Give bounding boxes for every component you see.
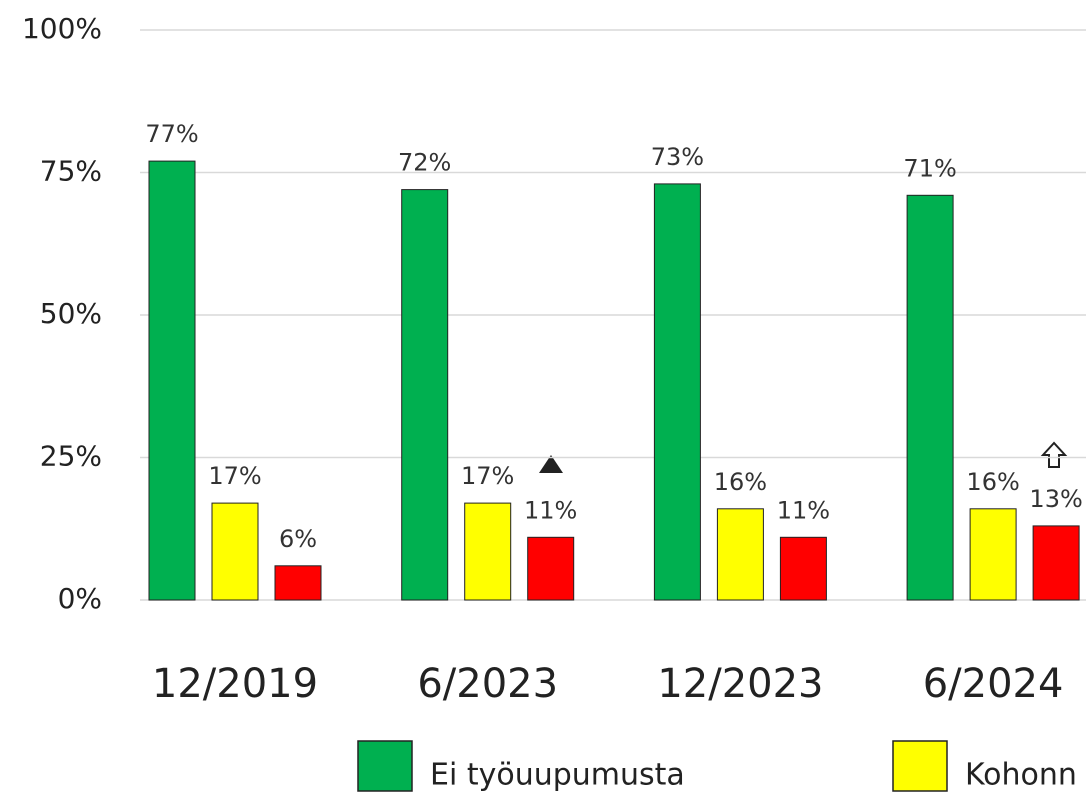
value-label: 72% [398,149,451,177]
y-tick-label: 0% [58,582,102,615]
value-label: 6% [279,525,317,553]
bar [464,502,512,601]
y-tick-label: 75% [40,155,102,188]
bar [653,183,701,601]
y-tick-label: 25% [40,440,102,473]
bar [716,508,764,601]
legend-label: Ei työuupumusta [430,758,685,793]
value-label: 11% [524,496,577,524]
legend-swatch [892,740,948,792]
bar [1032,525,1080,601]
bar [906,194,954,601]
legend-swatch [357,740,413,792]
bar [779,536,827,601]
bar [274,565,322,601]
increase-marker [539,455,563,473]
value-label: 11% [777,496,830,524]
bar [401,189,449,601]
x-tick-label: 6/2024 [923,661,1064,707]
value-label: 16% [966,468,1019,496]
value-label: 17% [461,462,514,490]
value-label: 17% [208,462,261,490]
bar [211,502,259,601]
value-label: 73% [651,143,704,171]
y-tick-label: 50% [40,297,102,330]
bar [148,160,196,601]
value-label: 77% [145,120,198,148]
value-label: 16% [714,468,767,496]
legend-label: Kohonn [965,758,1077,793]
x-tick-label: 12/2023 [657,661,823,707]
x-tick-label: 12/2019 [152,661,318,707]
value-label: 71% [903,154,956,182]
increase-arrow [1040,441,1068,468]
bar [969,508,1017,601]
value-label: 13% [1029,485,1082,513]
bar [527,536,575,601]
y-tick-label: 100% [22,12,102,45]
x-tick-label: 6/2023 [417,661,558,707]
